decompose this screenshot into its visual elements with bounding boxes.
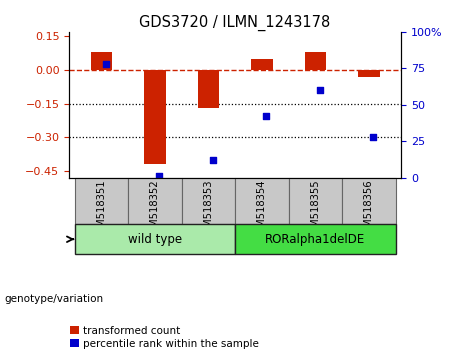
Bar bbox=[75, 224, 235, 254]
Point bbox=[155, 173, 163, 179]
Point bbox=[316, 87, 323, 93]
Bar bbox=[342, 178, 396, 224]
Bar bbox=[198, 70, 219, 108]
Bar bbox=[251, 59, 272, 70]
Bar bbox=[75, 178, 128, 224]
Bar bbox=[90, 52, 112, 70]
Bar bbox=[235, 224, 396, 254]
Legend: transformed count, percentile rank within the sample: transformed count, percentile rank withi… bbox=[70, 326, 259, 349]
Text: RORalpha1delDE: RORalpha1delDE bbox=[265, 233, 366, 246]
Bar bbox=[182, 178, 235, 224]
Text: GSM518354: GSM518354 bbox=[257, 179, 267, 240]
Point bbox=[370, 134, 377, 140]
Point bbox=[209, 158, 216, 163]
Title: GDS3720 / ILMN_1243178: GDS3720 / ILMN_1243178 bbox=[140, 14, 331, 30]
Bar bbox=[289, 178, 342, 224]
Bar bbox=[358, 70, 380, 77]
Text: GSM518355: GSM518355 bbox=[310, 179, 320, 240]
Text: wild type: wild type bbox=[128, 233, 182, 246]
Point bbox=[102, 61, 109, 67]
Bar bbox=[144, 70, 165, 164]
Point bbox=[262, 114, 270, 119]
Text: GSM518352: GSM518352 bbox=[150, 179, 160, 240]
Bar bbox=[305, 52, 326, 70]
Text: GSM518356: GSM518356 bbox=[364, 179, 374, 240]
Text: GSM518353: GSM518353 bbox=[203, 179, 213, 240]
Bar bbox=[128, 178, 182, 224]
Text: genotype/variation: genotype/variation bbox=[5, 294, 104, 304]
Bar bbox=[235, 178, 289, 224]
Text: GSM518351: GSM518351 bbox=[96, 179, 106, 240]
